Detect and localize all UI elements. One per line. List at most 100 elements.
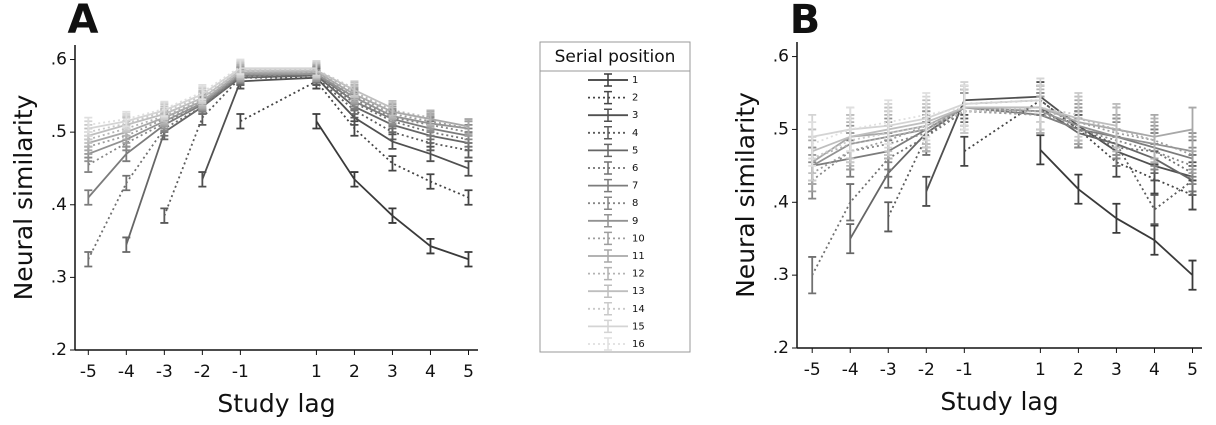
error-bar <box>922 92 931 138</box>
legend-label: 13 <box>632 286 645 297</box>
legend-label: 8 <box>632 198 638 209</box>
legend-label: 16 <box>632 339 645 350</box>
error-bar <box>236 58 245 75</box>
x-tick-label: 1 <box>1035 360 1046 380</box>
panel-label: B <box>790 0 821 43</box>
error-bar <box>464 160 473 177</box>
x-tick-label: -4 <box>842 360 859 380</box>
error-bar <box>1036 77 1045 124</box>
legend-errbar <box>604 249 612 263</box>
legend-label: 4 <box>632 128 638 139</box>
x-tick-label: -2 <box>918 360 935 380</box>
x-tick-label: -3 <box>880 360 897 380</box>
legend-label: 14 <box>632 304 645 315</box>
y-tick-label: .4 <box>51 195 67 215</box>
error-bar <box>312 60 321 77</box>
legend-title: Serial position <box>555 47 676 67</box>
error-bar <box>160 100 169 118</box>
error-bar <box>426 173 435 190</box>
legend-errbar <box>604 143 612 158</box>
error-bar <box>808 256 817 295</box>
series-line <box>811 106 965 145</box>
error-bar <box>160 207 169 224</box>
y-tick-label: .5 <box>51 122 67 142</box>
series-line <box>88 66 241 126</box>
legend-errbar <box>604 161 612 175</box>
legend-errbar <box>604 319 612 334</box>
x-tick-label: 3 <box>1111 360 1122 380</box>
error-bar <box>1112 103 1121 149</box>
x-tick-label: 2 <box>349 362 360 382</box>
x-tick-label: 4 <box>425 362 436 382</box>
legend-label: 7 <box>632 181 638 192</box>
error-bar <box>388 155 397 172</box>
error-bar <box>350 80 359 97</box>
error-bar <box>922 175 931 207</box>
error-bar <box>122 110 131 128</box>
series-line <box>163 76 469 216</box>
legend-errbar <box>604 108 612 122</box>
error-bar <box>426 237 435 255</box>
legend-errbar <box>604 196 612 210</box>
legend-label: 11 <box>632 251 645 262</box>
y-tick-label: .3 <box>773 265 789 285</box>
error-bar <box>464 118 473 135</box>
error-bar <box>884 201 893 233</box>
x-axis-label: Study lag <box>940 387 1058 416</box>
x-tick-label: 2 <box>1073 360 1084 380</box>
error-bar <box>84 251 93 268</box>
error-bar <box>1188 106 1197 153</box>
error-bar <box>464 251 473 268</box>
x-tick-label: 5 <box>1187 360 1198 380</box>
legend-label: 12 <box>632 269 645 280</box>
legend-errbar <box>604 178 612 193</box>
x-tick-label: 5 <box>463 362 474 382</box>
error-bar <box>1188 259 1197 291</box>
series-line <box>88 71 469 148</box>
error-bar <box>426 109 435 126</box>
legend-label: 1 <box>632 75 638 86</box>
series-line <box>87 73 469 199</box>
x-tick-label: 3 <box>387 362 398 382</box>
error-bar <box>388 100 397 117</box>
legend-label: 5 <box>632 145 638 156</box>
series-line <box>811 110 1193 182</box>
legend-errbar <box>604 73 612 87</box>
error-bar <box>198 84 207 101</box>
x-tick-label: -5 <box>804 360 821 380</box>
x-axis-label: Study lag <box>217 389 335 418</box>
error-bar <box>198 171 207 188</box>
error-bar <box>808 121 817 167</box>
error-bar <box>1112 202 1121 234</box>
y-tick-label: .2 <box>51 340 67 360</box>
legend-label: 2 <box>632 93 638 104</box>
x-tick-label: -5 <box>80 362 97 382</box>
series-line <box>239 80 469 199</box>
legend-label: 3 <box>632 110 638 121</box>
error-bar <box>846 106 855 153</box>
error-bar <box>312 113 321 130</box>
error-bar <box>1150 117 1159 164</box>
legend-errbar <box>604 214 612 228</box>
series-line <box>887 99 1194 218</box>
error-bar <box>388 207 397 224</box>
x-tick-label: -4 <box>118 362 135 382</box>
x-tick-label: 1 <box>311 362 322 382</box>
error-bar <box>350 171 359 188</box>
error-bar <box>1150 194 1159 226</box>
legend-label: 9 <box>632 216 638 227</box>
y-axis-label: Neural similarity <box>731 92 760 298</box>
y-tick-label: .3 <box>51 267 67 287</box>
legend-errbar <box>604 266 612 281</box>
series-line <box>812 99 1041 138</box>
y-axis-label: Neural similarity <box>9 94 38 300</box>
series-line <box>811 106 1117 153</box>
error-bar <box>236 113 245 130</box>
x-tick-label: -1 <box>232 362 249 382</box>
legend-errbar <box>604 126 612 140</box>
y-tick-label: .6 <box>51 50 67 70</box>
y-tick-label: .2 <box>773 338 789 358</box>
error-bar <box>122 174 131 192</box>
error-bar <box>1074 92 1083 138</box>
legend-errbar <box>604 284 612 298</box>
